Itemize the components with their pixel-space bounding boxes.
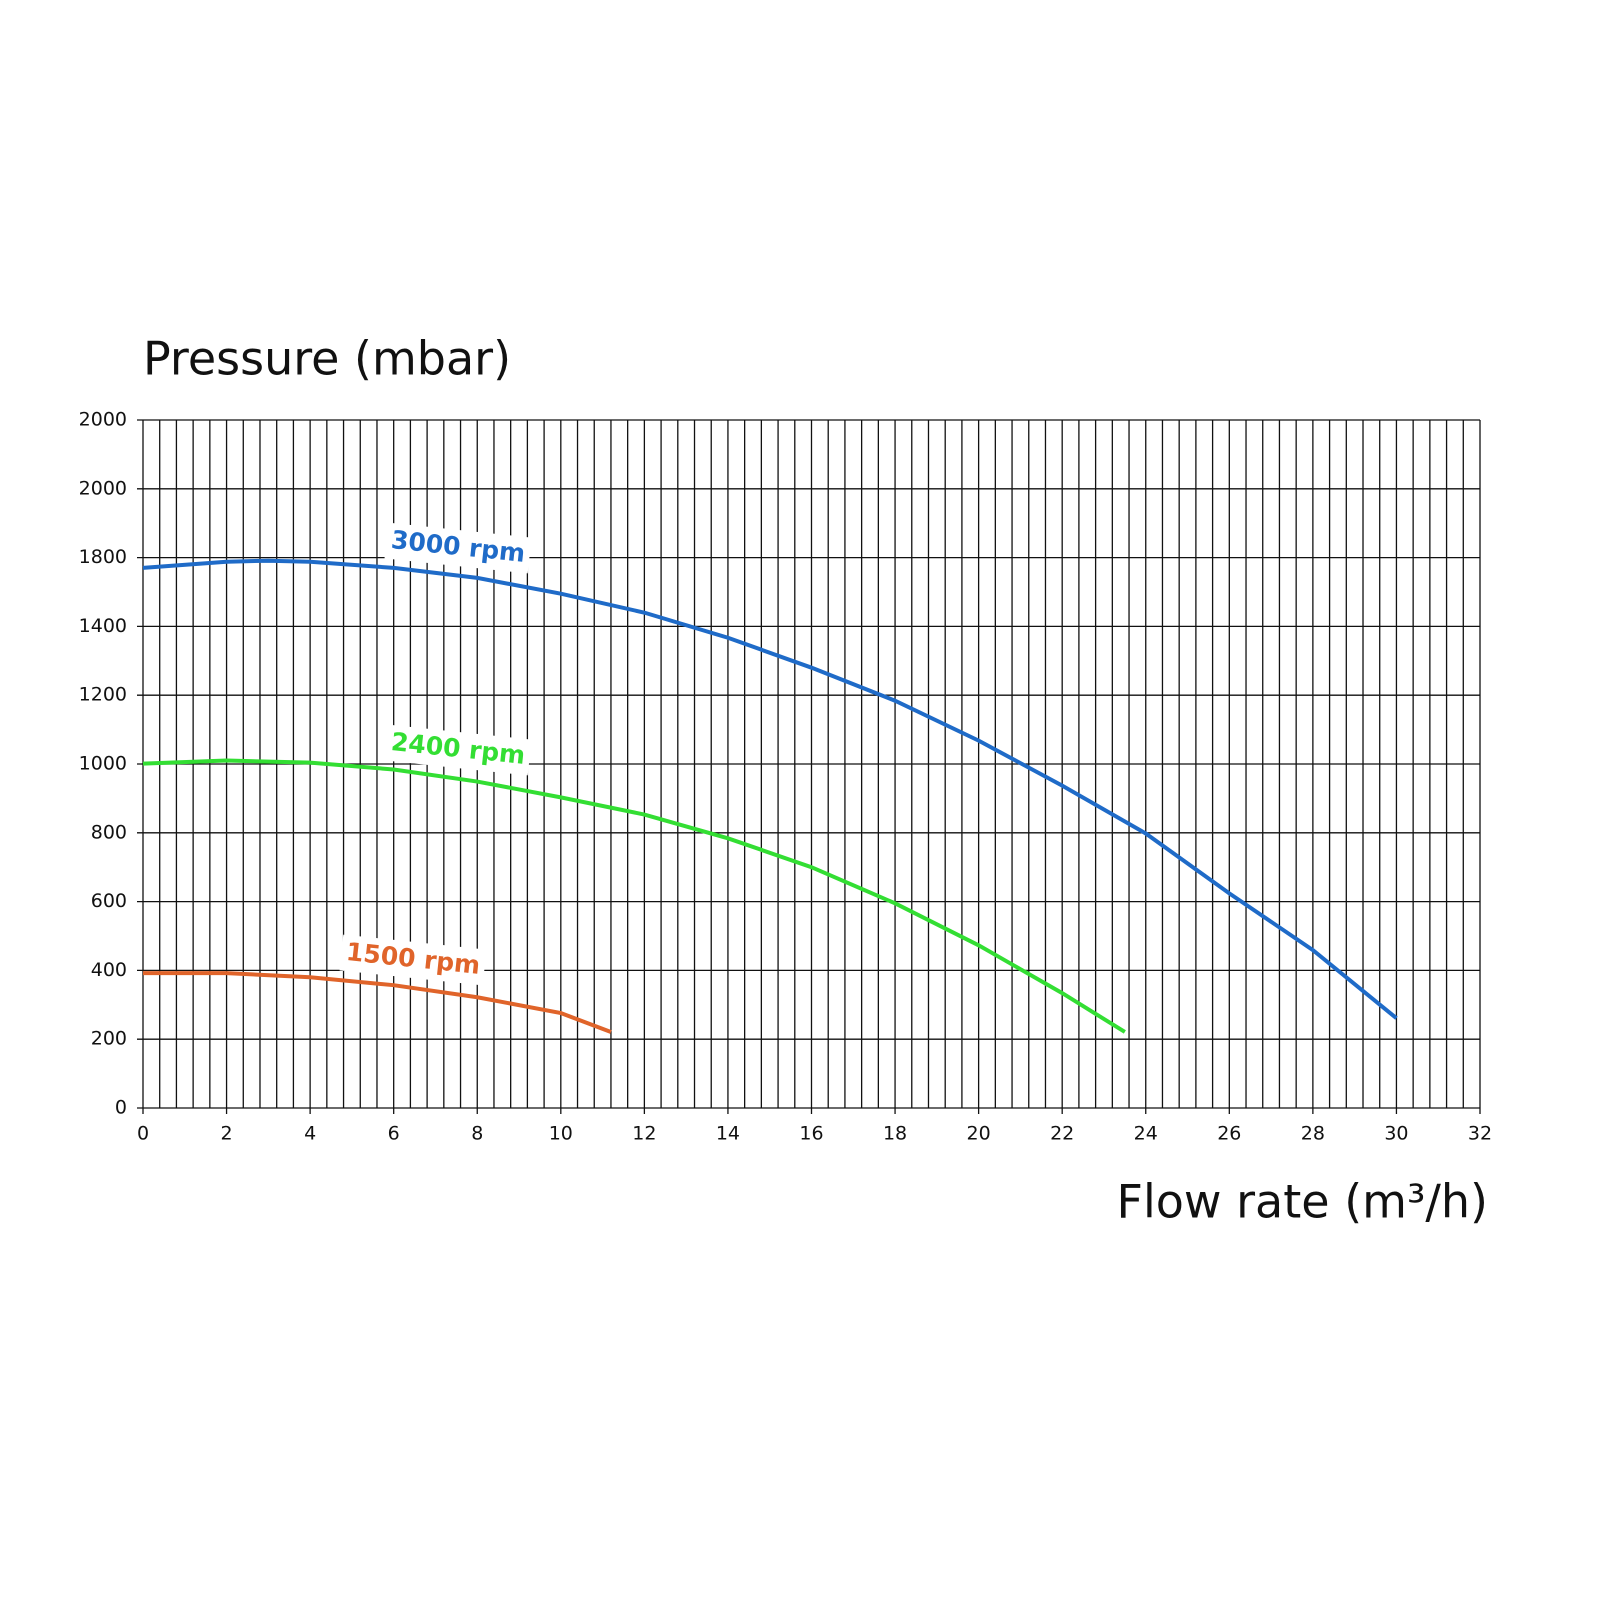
x-tick-label: 6 [388,1123,400,1145]
series-label-bg [339,934,487,986]
x-tick-label: 8 [471,1123,483,1145]
y-tick-label: 200 [91,1028,127,1050]
x-tick-label: 0 [137,1123,149,1145]
x-tick-label: 26 [1217,1123,1241,1145]
y-tick-label: 0 [115,1097,127,1119]
x-tick-label: 2 [221,1123,233,1145]
x-tick-label: 16 [799,1123,823,1145]
x-axis-title: Flow rate (m³/h) [1117,1175,1488,1229]
y-tick-label: 600 [91,890,127,912]
y-tick-label: 400 [91,959,127,981]
x-tick-label: 10 [549,1123,573,1145]
y-tick-label: 1400 [79,615,127,637]
x-tick-label: 24 [1134,1123,1158,1145]
series-label-group: 1500 rpm [339,934,487,986]
x-tick-label: 32 [1468,1123,1492,1145]
series-label-group: 3000 rpm [384,522,532,574]
series-line [143,971,612,1034]
x-tick-label: 30 [1384,1123,1408,1145]
x-tick-label: 12 [632,1123,656,1145]
y-tick-label: 1000 [79,753,127,775]
series-line [142,758,1126,1034]
series-label-bg [384,522,532,574]
x-tick-label: 22 [1050,1123,1074,1145]
y-tick-label: 2000 [79,477,127,499]
y-tick-label: 1200 [79,684,127,706]
x-tick-label: 18 [883,1123,907,1145]
y-tick-label: 800 [91,821,127,843]
x-tick-label: 20 [967,1123,991,1145]
series-line [142,558,1398,1020]
series-label-group: 2400 rpm [384,724,532,776]
y-tick-label: 2000 [79,409,127,431]
series-label-bg [384,724,532,776]
y-axis-title: Pressure (mbar) [143,332,511,386]
x-tick-label: 28 [1301,1123,1325,1145]
x-tick-label: 14 [716,1123,740,1145]
y-tick-label: 1800 [79,546,127,568]
x-tick-label: 4 [304,1123,316,1145]
